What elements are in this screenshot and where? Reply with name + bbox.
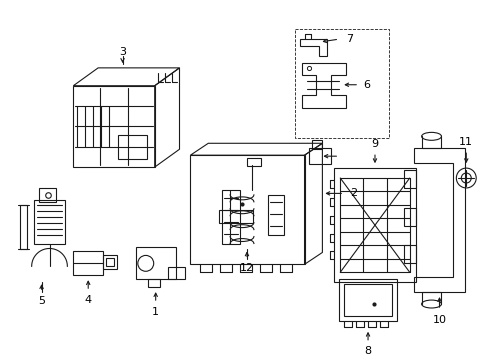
- Text: 5: 5: [38, 296, 45, 306]
- Bar: [219, 210, 253, 223]
- Text: 8: 8: [364, 346, 371, 356]
- Bar: [339, 279, 396, 321]
- Bar: [294, 29, 388, 138]
- Text: 11: 11: [458, 137, 472, 147]
- Bar: [106, 258, 114, 266]
- Bar: [403, 246, 415, 264]
- Text: 9: 9: [371, 139, 378, 149]
- Text: 10: 10: [431, 315, 446, 325]
- Bar: [246, 158, 260, 166]
- Text: 2: 2: [350, 188, 357, 198]
- Text: 7: 7: [345, 34, 352, 44]
- Bar: [73, 251, 103, 275]
- Bar: [309, 148, 331, 164]
- Bar: [103, 255, 117, 269]
- Bar: [403, 170, 415, 188]
- Bar: [344, 284, 391, 316]
- Bar: [334, 168, 415, 282]
- Bar: [118, 135, 146, 159]
- Bar: [34, 200, 65, 244]
- Bar: [222, 190, 240, 244]
- Text: 3: 3: [119, 47, 126, 57]
- Bar: [167, 267, 185, 279]
- Bar: [267, 195, 283, 235]
- Bar: [312, 140, 322, 149]
- Bar: [403, 208, 415, 226]
- Text: 4: 4: [84, 295, 92, 305]
- Bar: [136, 247, 175, 279]
- Text: 6: 6: [363, 80, 370, 90]
- Bar: [147, 279, 160, 287]
- Bar: [39, 188, 56, 202]
- Text: 12: 12: [240, 263, 254, 273]
- Text: 1: 1: [152, 307, 159, 317]
